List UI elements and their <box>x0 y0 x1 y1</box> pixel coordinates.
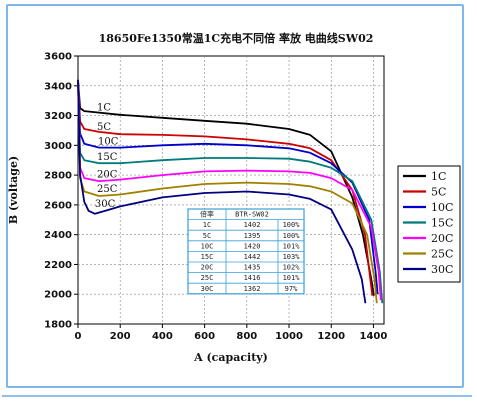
y-tick-label: 2800 <box>44 171 72 182</box>
legend-label-20c: 20C <box>431 232 453 245</box>
table-cell: 101% <box>283 242 301 250</box>
y-tick-label: 2000 <box>44 290 72 301</box>
chart-title: 18650Fe1350常温1C充电不同倍 率放 电曲线SW02 <box>99 31 374 45</box>
bottom-border-line <box>2 395 472 397</box>
table-cell: 1442 <box>244 253 261 261</box>
table-cell: 100% <box>283 221 301 229</box>
legend: 1C 5C 10C 15C 20C 25C 30C <box>397 165 461 283</box>
y-tick-label: 3400 <box>44 81 72 92</box>
x-tick-label: 400 <box>152 331 173 342</box>
curve-30c <box>77 79 367 304</box>
table-cell: 103% <box>283 253 301 261</box>
x-tick-label: 0 <box>75 331 82 342</box>
curve-label-1c: 1C <box>97 103 111 114</box>
table-header-cell: BTR-SW02 <box>235 211 269 219</box>
curve-label-30c: 30C <box>95 199 116 210</box>
curve-label-10c: 10C <box>98 137 119 148</box>
legend-label-30c: 30C <box>431 263 453 276</box>
table-cell: 101% <box>283 274 301 282</box>
x-tick-label: 1000 <box>275 331 303 342</box>
curves <box>77 79 384 304</box>
table-cell: 1420 <box>244 242 261 250</box>
y-tick-label: 3600 <box>44 52 72 63</box>
y-tick-label: 2600 <box>44 200 72 211</box>
curve-10c <box>77 79 379 295</box>
table-cell: 30C <box>201 285 214 293</box>
table-cell: 97% <box>285 285 298 293</box>
x-axis-ticks: 0 200 400 600 800 1000 1200 1400 <box>75 324 388 342</box>
table-cell: 10C <box>201 242 214 250</box>
y-axis-ticks: 1800 2000 2200 2400 2600 2800 3000 3200 3400 3600 <box>44 52 78 331</box>
table-cell: 5C <box>203 232 211 240</box>
x-tick-label: 600 <box>194 331 215 342</box>
table-cell: 1362 <box>244 285 261 293</box>
chart-frame <box>6 4 464 388</box>
capacity-table: 倍率 BTR-SW02 1C 1402 100% 5C 1395 100% 10C 1420 101… <box>187 208 305 295</box>
table-cell: 20C <box>201 264 214 272</box>
table-cell: 15C <box>201 253 214 261</box>
table-cell: 1416 <box>244 274 261 282</box>
curve-15c <box>77 79 384 304</box>
y-tick-label: 2400 <box>44 230 72 241</box>
legend-label-5c: 5C <box>431 186 446 199</box>
y-tick-label: 3200 <box>44 111 72 122</box>
y-axis-label: B (voltage) <box>7 156 20 224</box>
table-cell: 100% <box>283 232 301 240</box>
curve-label-25c: 25C <box>97 184 118 195</box>
curve-label-5c: 5C <box>97 122 111 133</box>
table-cell: 102% <box>283 264 301 272</box>
table-header-cell: 倍率 <box>200 210 214 219</box>
curve-20c <box>77 79 382 301</box>
legend-box <box>397 165 461 283</box>
x-tick-label: 1200 <box>317 331 345 342</box>
legend-label-1c: 1C <box>431 170 446 183</box>
x-tick-label: 800 <box>236 331 257 342</box>
curve-label-15c: 15C <box>97 152 118 163</box>
y-tick-label: 2200 <box>44 260 72 271</box>
x-axis-label: A (capacity) <box>193 351 268 364</box>
curve-label-20c: 20C <box>97 169 118 180</box>
curve-labels: 1C 5C 10C 15C 20C 25C 30C <box>95 103 119 211</box>
table-cell: 1402 <box>244 221 261 229</box>
legend-label-25c: 25C <box>431 248 453 261</box>
y-tick-label: 1800 <box>44 320 72 331</box>
table-cell: 1395 <box>244 232 261 240</box>
legend-label-15c: 15C <box>431 217 453 230</box>
x-tick-label: 200 <box>110 331 131 342</box>
x-tick-label: 1400 <box>360 331 388 342</box>
table-cell: 1435 <box>244 264 261 272</box>
table-cell: 1C <box>203 221 211 229</box>
curve-25c <box>77 79 378 304</box>
table-cell: 25C <box>201 274 214 282</box>
legend-label-10c: 10C <box>431 201 453 214</box>
y-tick-label: 3000 <box>44 141 72 152</box>
curve-1c <box>77 79 375 296</box>
